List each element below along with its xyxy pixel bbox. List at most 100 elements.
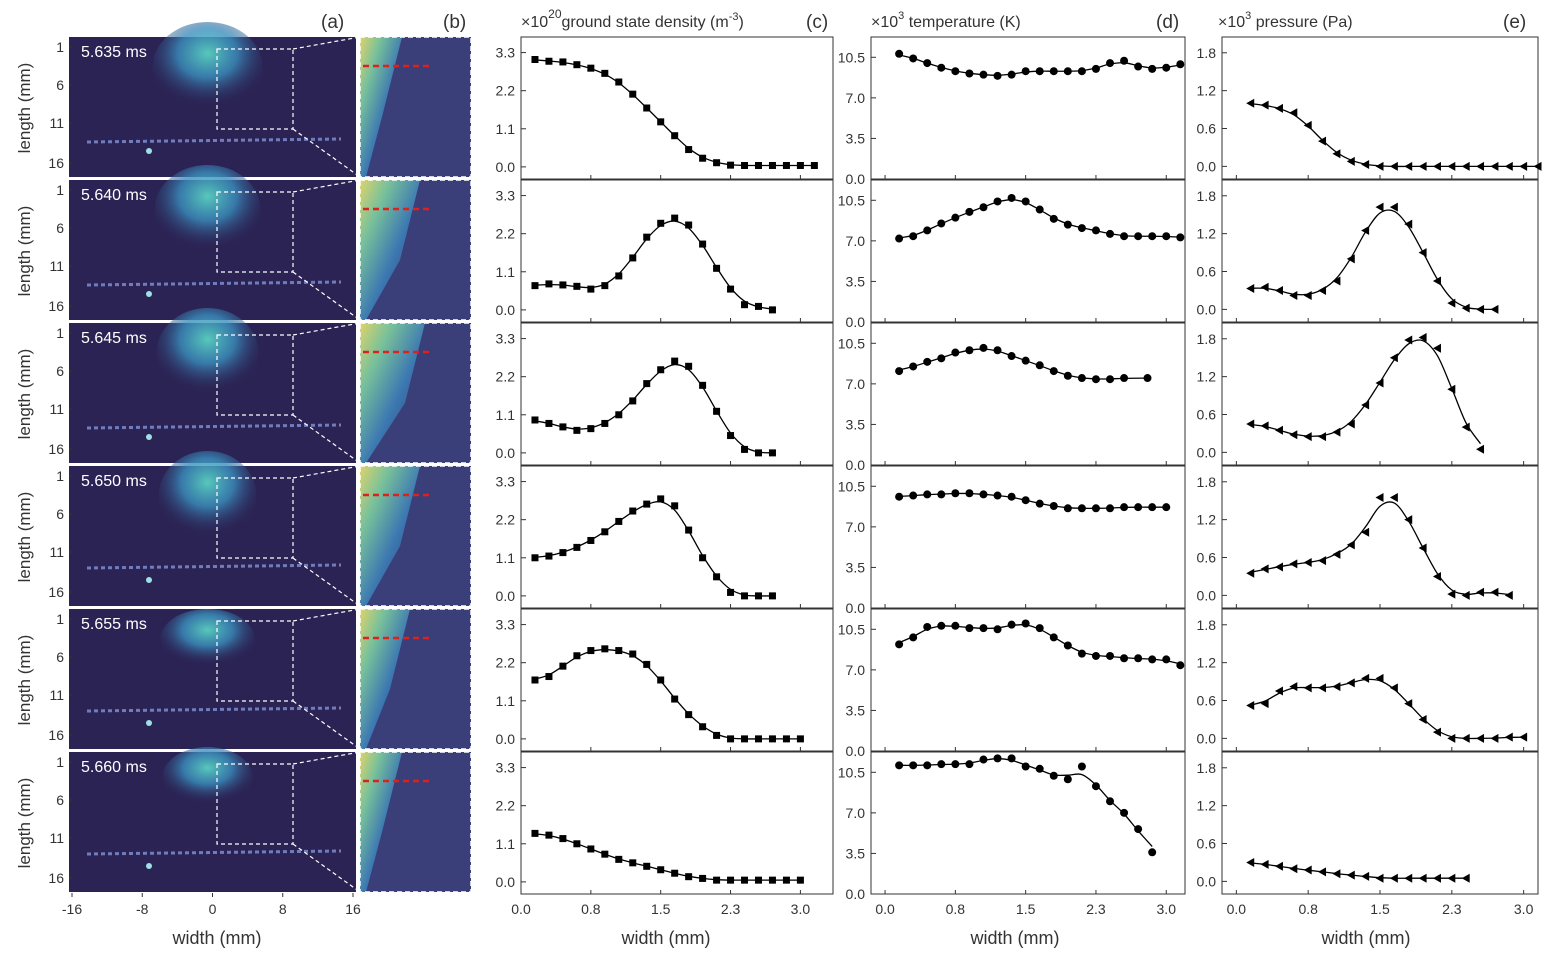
data-point — [979, 70, 988, 79]
y-tick-label: 1.1 — [496, 836, 516, 852]
data-point — [601, 850, 609, 858]
y-tick-label: 10.5 — [838, 49, 865, 65]
y-tick-label: 10.5 — [838, 764, 865, 780]
data-point — [1418, 333, 1427, 343]
y-tick-label: 1.2 — [1197, 512, 1217, 528]
data-point — [1418, 543, 1427, 553]
data-point — [671, 357, 679, 365]
data-point — [782, 735, 790, 743]
electrode-spot — [146, 291, 152, 297]
time-label: 5.650 ms — [81, 473, 147, 490]
data-point — [573, 61, 581, 69]
chart-layer: 0.0 1.1 2.2 3.3 0.0 1.1 2.2 3.3 0.0 1.1 2.2 3.3 0.0 1… — [496, 36, 1542, 917]
data-point — [1332, 549, 1341, 559]
data-point — [727, 876, 735, 884]
data-point — [587, 285, 595, 293]
x-tick-label: 0.0 — [1227, 901, 1247, 917]
data-point — [1063, 641, 1072, 650]
y-tick-label: 1.8 — [1197, 188, 1217, 204]
data-point — [741, 735, 749, 743]
data-point — [1035, 499, 1044, 508]
y-tick-label: 7.0 — [846, 519, 866, 535]
y-tick-label: 1.8 — [1197, 45, 1217, 61]
image-x-tick-label: 16 — [345, 901, 361, 917]
xlabel-c: width (mm) — [621, 928, 711, 948]
data-point — [1049, 367, 1058, 376]
data-point — [1289, 290, 1298, 300]
plume — [154, 165, 261, 255]
data-point — [1303, 432, 1312, 442]
electrode — [86, 137, 342, 144]
y-tick-label: 10.5 — [838, 192, 865, 208]
time-label: 5.635 ms — [81, 44, 147, 61]
data-point — [587, 425, 595, 433]
data-point — [1404, 161, 1413, 171]
y-tick-label: 7.0 — [846, 233, 866, 249]
data-point — [545, 831, 553, 839]
chart-title-c: ×1020ground state density (m-3) — [521, 7, 744, 31]
image-y-tick-label: 16 — [48, 870, 64, 886]
data-point — [1049, 214, 1058, 223]
data-point — [1106, 797, 1115, 806]
data-point — [1389, 493, 1398, 503]
data-point — [1162, 63, 1171, 72]
subplot: 0.0 1.1 2.2 3.3 — [496, 608, 834, 752]
y-tick-label: 3.5 — [846, 559, 866, 575]
y-tick-label: 0.0 — [496, 731, 516, 747]
data-point — [1260, 421, 1269, 431]
electrode — [86, 563, 342, 570]
zoom-plume — [360, 752, 402, 892]
data-point — [1148, 848, 1157, 857]
data-point — [1318, 136, 1327, 146]
data-point — [1035, 361, 1044, 370]
data-point — [1021, 762, 1030, 771]
image-y-tick-label: 6 — [56, 649, 64, 665]
plot-frame — [520, 608, 834, 752]
data-point — [754, 592, 762, 600]
plot-frame — [870, 322, 1186, 466]
y-tick-label: 0.0 — [496, 874, 516, 890]
data-point — [1447, 161, 1456, 171]
data-point — [1106, 375, 1115, 384]
y-tick-label: 0.0 — [1197, 444, 1217, 460]
data-point — [1162, 232, 1171, 241]
data-point — [1063, 775, 1072, 784]
data-point — [1346, 678, 1355, 688]
data-point — [1246, 284, 1255, 294]
data-point — [699, 154, 707, 162]
image-x-tick-label: 0 — [209, 901, 217, 917]
data-point — [685, 873, 693, 881]
y-tick-label: 7.0 — [846, 805, 866, 821]
data-point — [601, 528, 609, 536]
plot-frame — [520, 751, 834, 895]
data-point — [909, 761, 918, 770]
data-point — [559, 58, 567, 66]
data-point — [1021, 356, 1030, 365]
data-point — [741, 592, 749, 600]
data-point — [768, 876, 776, 884]
data-point — [979, 343, 988, 352]
x-tick-label: 3.0 — [1157, 901, 1177, 917]
data-point — [1361, 673, 1370, 683]
data-point — [1077, 504, 1086, 513]
data-point — [545, 280, 553, 288]
plot-frame — [870, 36, 1186, 180]
data-point — [1148, 655, 1157, 664]
data-point — [1303, 120, 1312, 130]
y-tick-label: 0.0 — [846, 171, 866, 187]
data-point — [713, 573, 721, 581]
data-point — [754, 449, 762, 457]
data-point — [979, 203, 988, 212]
y-tick-label: 0.0 — [496, 588, 516, 604]
roi-box — [216, 334, 294, 416]
data-point — [531, 282, 539, 290]
data-point — [615, 517, 623, 525]
image-y-tick-label: 1 — [56, 182, 64, 198]
data-point — [531, 676, 539, 684]
image-ylabel: length (mm) — [15, 492, 34, 583]
data-point — [713, 407, 721, 415]
data-point — [909, 54, 918, 63]
data-point — [1289, 108, 1298, 118]
data-point — [1063, 504, 1072, 513]
